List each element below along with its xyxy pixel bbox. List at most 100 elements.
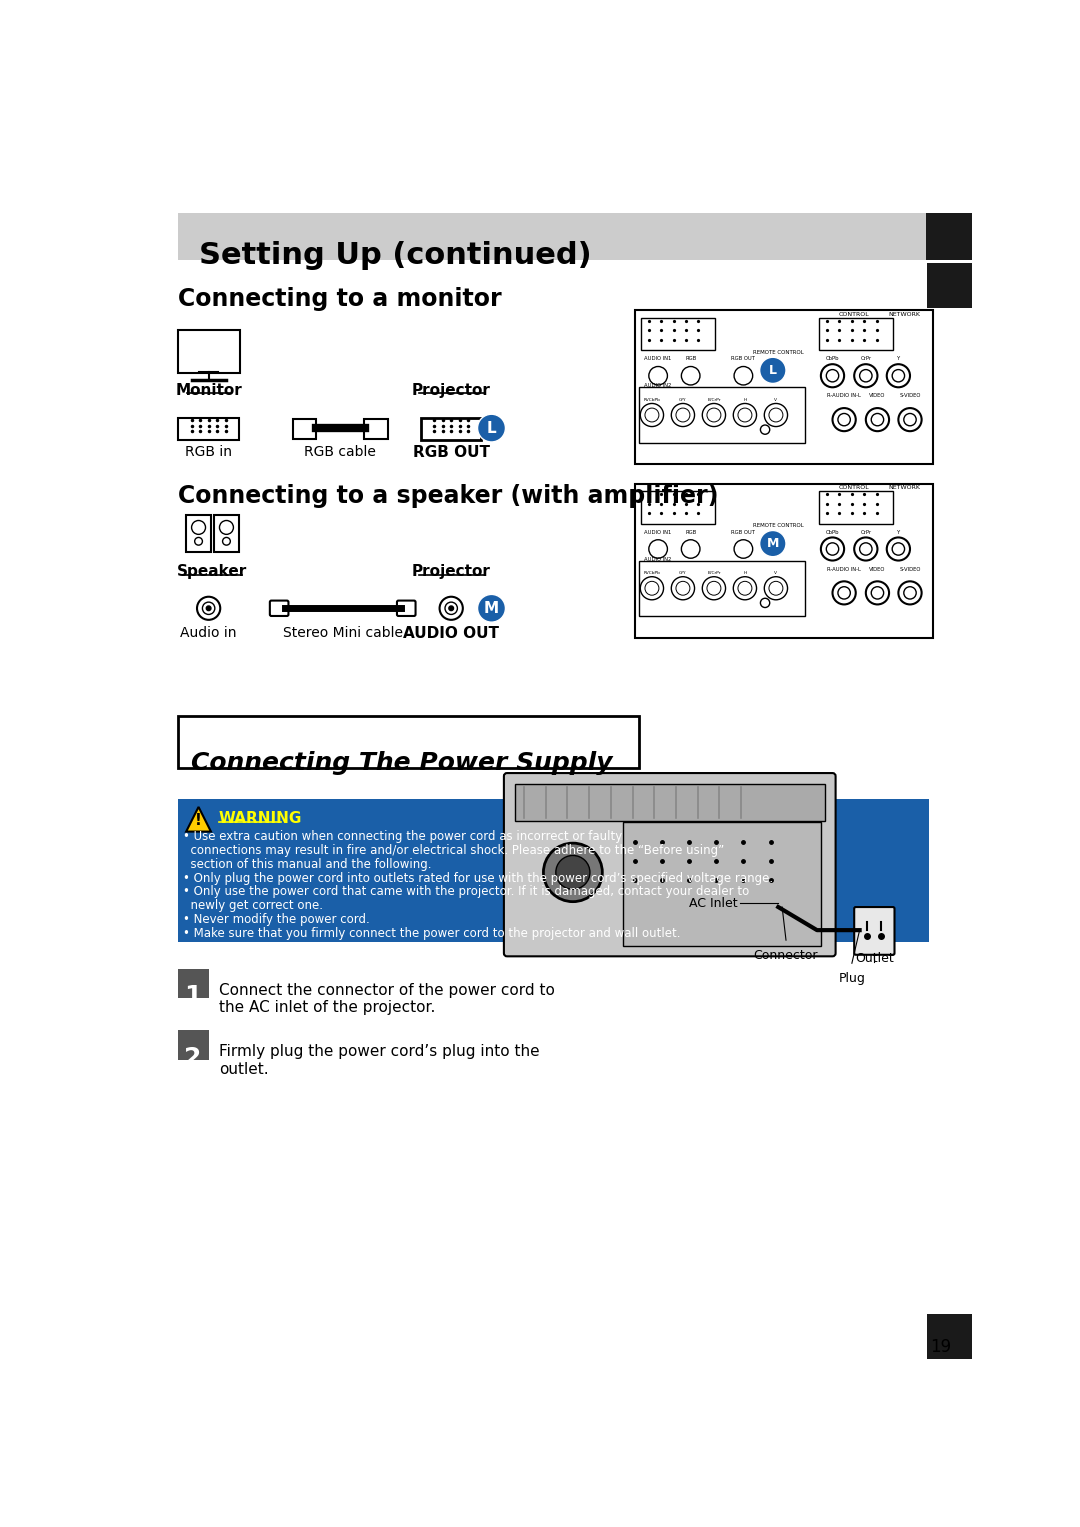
Circle shape <box>826 542 839 556</box>
Text: • Only use the power cord that came with the projector. If it is damaged, contac: • Only use the power cord that came with… <box>183 886 750 898</box>
Text: G/Y: G/Y <box>679 399 687 402</box>
Text: Y: Y <box>896 356 900 362</box>
Circle shape <box>866 408 889 431</box>
Text: 2: 2 <box>185 1046 202 1069</box>
Circle shape <box>440 597 463 620</box>
Circle shape <box>645 582 659 596</box>
FancyBboxPatch shape <box>293 418 316 438</box>
Circle shape <box>222 538 230 545</box>
Text: Stereo Mini cable: Stereo Mini cable <box>283 626 403 640</box>
Circle shape <box>759 530 786 557</box>
Circle shape <box>707 582 721 596</box>
Circle shape <box>904 586 916 599</box>
Text: RGB OUT: RGB OUT <box>731 530 755 534</box>
Circle shape <box>759 357 786 383</box>
Circle shape <box>892 370 905 382</box>
Text: Audio in: Audio in <box>180 626 237 640</box>
Circle shape <box>887 538 910 560</box>
Text: RVCbPb: RVCbPb <box>644 571 660 576</box>
Circle shape <box>194 538 202 545</box>
Circle shape <box>681 366 700 385</box>
Circle shape <box>866 582 889 605</box>
FancyBboxPatch shape <box>638 388 806 443</box>
Text: M: M <box>484 600 499 615</box>
FancyBboxPatch shape <box>177 716 638 768</box>
Text: RGB cable: RGB cable <box>305 444 376 460</box>
Text: RGB OUT: RGB OUT <box>413 444 489 460</box>
Text: newly get correct one.: newly get correct one. <box>183 899 323 912</box>
Text: • Make sure that you firmly connect the power cord to the projector and wall out: • Make sure that you firmly connect the … <box>183 927 680 941</box>
Text: REMOTE CONTROL: REMOTE CONTROL <box>753 350 804 356</box>
Circle shape <box>202 602 215 614</box>
Text: Y: Y <box>896 530 900 534</box>
FancyBboxPatch shape <box>177 968 208 999</box>
Circle shape <box>738 408 752 421</box>
FancyBboxPatch shape <box>177 799 930 942</box>
Circle shape <box>649 366 667 385</box>
Circle shape <box>892 542 905 556</box>
Circle shape <box>445 602 458 614</box>
FancyBboxPatch shape <box>642 492 715 524</box>
FancyBboxPatch shape <box>364 418 388 438</box>
FancyBboxPatch shape <box>642 318 715 350</box>
Text: Projector: Projector <box>411 383 490 399</box>
Circle shape <box>872 586 883 599</box>
Circle shape <box>765 577 787 600</box>
Circle shape <box>640 403 663 426</box>
Circle shape <box>707 408 721 421</box>
Text: H: H <box>743 571 746 576</box>
Circle shape <box>734 366 753 385</box>
Circle shape <box>760 425 770 434</box>
FancyBboxPatch shape <box>177 1031 208 1060</box>
Text: Connecting to a monitor: Connecting to a monitor <box>177 287 501 312</box>
Circle shape <box>219 521 233 534</box>
Circle shape <box>854 538 877 560</box>
Circle shape <box>899 408 921 431</box>
Text: RGB in: RGB in <box>185 444 232 460</box>
Bar <box>927 1315 972 1359</box>
Circle shape <box>645 408 659 421</box>
Polygon shape <box>186 806 211 832</box>
Text: AC Inlet: AC Inlet <box>689 896 738 910</box>
Circle shape <box>838 414 850 426</box>
FancyBboxPatch shape <box>504 773 836 956</box>
Text: Outlet: Outlet <box>855 951 894 965</box>
FancyBboxPatch shape <box>177 330 240 374</box>
Text: 19: 19 <box>931 1338 951 1356</box>
Circle shape <box>854 365 877 388</box>
Circle shape <box>860 370 872 382</box>
Text: L: L <box>769 363 777 377</box>
Text: B/CrPr: B/CrPr <box>707 399 720 402</box>
Circle shape <box>760 599 770 608</box>
Text: Monitor: Monitor <box>175 383 242 399</box>
Text: H: H <box>743 399 746 402</box>
Circle shape <box>640 577 663 600</box>
Text: CONTROL: CONTROL <box>839 486 869 490</box>
Circle shape <box>734 539 753 559</box>
Text: Plug: Plug <box>838 973 865 985</box>
Text: R-AUDIO IN-L: R-AUDIO IN-L <box>827 567 861 571</box>
Text: RGB: RGB <box>685 356 697 362</box>
Text: S-VIDEO: S-VIDEO <box>900 394 920 399</box>
Circle shape <box>733 403 757 426</box>
Text: B/CrPr: B/CrPr <box>707 571 720 576</box>
Circle shape <box>681 539 700 559</box>
Text: AUDIO IN2: AUDIO IN2 <box>645 556 672 562</box>
Circle shape <box>904 414 916 426</box>
Text: Firmly plug the power cord’s plug into the
outlet.: Firmly plug the power cord’s plug into t… <box>218 1044 539 1077</box>
Text: CrPr: CrPr <box>861 356 872 362</box>
Circle shape <box>821 538 845 560</box>
FancyBboxPatch shape <box>635 484 933 638</box>
Text: • Only plug the power cord into outlets rated for use with the power cord’s spec: • Only plug the power cord into outlets … <box>183 872 773 884</box>
Circle shape <box>543 843 603 901</box>
Text: 1: 1 <box>185 983 202 1008</box>
Circle shape <box>702 577 726 600</box>
Text: Connect the connector of the power cord to
the AC inlet of the projector.: Connect the connector of the power cord … <box>218 982 554 1015</box>
Text: L: L <box>487 420 497 435</box>
Text: CONTROL: CONTROL <box>839 312 869 316</box>
Circle shape <box>672 403 694 426</box>
Circle shape <box>676 408 690 421</box>
Text: M: M <box>767 538 779 550</box>
FancyBboxPatch shape <box>214 515 239 553</box>
Circle shape <box>449 606 454 611</box>
